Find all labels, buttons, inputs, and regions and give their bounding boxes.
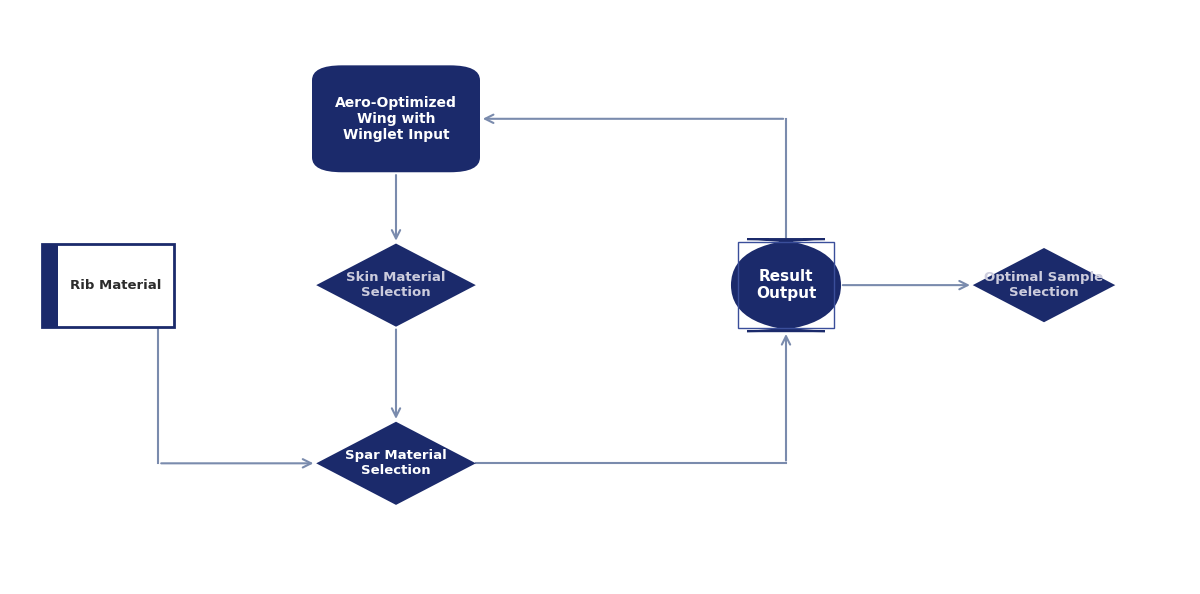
Text: Rib Material: Rib Material	[70, 279, 162, 292]
Bar	[42, 244, 174, 327]
Text: Skin Material
Selection: Skin Material Selection	[347, 271, 445, 299]
Text: Aero-Optimized
Wing with
Winglet Input: Aero-Optimized Wing with Winglet Input	[335, 96, 457, 142]
Text: Result
Output: Result Output	[756, 269, 816, 301]
Text: Spar Material
Selection: Spar Material Selection	[346, 449, 446, 478]
FancyBboxPatch shape	[312, 65, 480, 172]
Bar	[738, 242, 834, 328]
Polygon shape	[317, 244, 475, 327]
Text: Optimal Sample
Selection: Optimal Sample Selection	[984, 271, 1104, 299]
FancyBboxPatch shape	[732, 239, 840, 331]
Polygon shape	[973, 248, 1115, 322]
Polygon shape	[317, 422, 475, 505]
Bar	[42, 244, 58, 327]
